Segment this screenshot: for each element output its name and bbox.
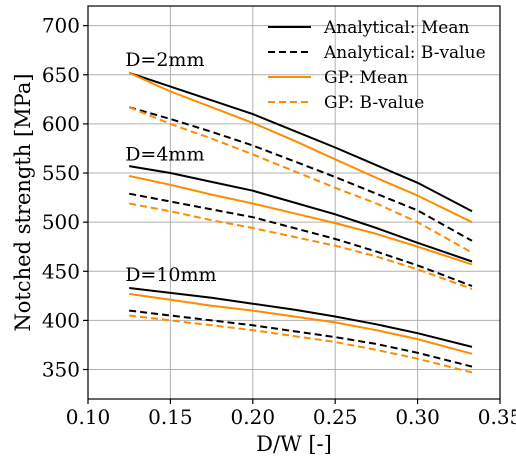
y-tick-label: 700 [42, 14, 80, 38]
legend-label: Analytical: B-value [323, 43, 486, 63]
series-line-d2mm-gp-b-value [128, 106, 473, 254]
y-tick-label: 600 [42, 112, 80, 136]
x-axis-ticks: 0.10 0.15 0.20 0.25 0.30 0.35 [66, 399, 516, 429]
y-tick-label: 450 [42, 259, 80, 283]
x-tick-label: 0.25 [313, 405, 358, 429]
series-line-d2mm-analytical-mean [128, 71, 473, 213]
x-tick-label: 0.10 [66, 405, 111, 429]
y-tick-label: 350 [42, 358, 80, 382]
plot-frame [87, 5, 501, 400]
legend-label: GP: Mean [324, 68, 408, 88]
group-annotation: D=10mm [125, 264, 216, 286]
group-annotation: D=2mm [125, 49, 204, 71]
y-tick-label: 550 [42, 161, 80, 185]
series-line-d2mm-gp-mean [128, 71, 473, 224]
y-tick-label: 650 [42, 63, 80, 87]
y-tick-label: 500 [42, 210, 80, 234]
legend: Analytical: Mean Analytical: B-value GP: M… [268, 18, 486, 113]
series-line-d10mm-gp-b-value [129, 314, 473, 374]
y-tick-label: 400 [42, 308, 80, 332]
series-line-d4mm-gp-b-value [129, 202, 473, 290]
x-tick-label: 0.30 [395, 405, 440, 429]
series-line-d10mm-analytical-mean [129, 287, 473, 348]
series-line-d4mm-gp-mean [128, 175, 473, 266]
y-axis-label: Notched strength [MPa] [11, 73, 35, 331]
series-line-d10mm-analytical-b-value [129, 309, 473, 368]
y-axis-ticks: 350 400 450 500 550 600 650 700 [42, 14, 88, 382]
legend-label: GP: B-value [324, 93, 424, 113]
x-tick-label: 0.15 [148, 405, 193, 429]
series-line-d4mm-analytical-b-value [129, 192, 473, 287]
group-annotation: D=4mm [125, 143, 204, 165]
series-lines [128, 71, 473, 374]
group-annotations: D=2mm D=4mm D=10mm [125, 49, 216, 286]
series-line-d10mm-gp-mean [129, 292, 473, 355]
series-line-d2mm-analytical-b-value [128, 106, 473, 242]
x-tick-label: 0.20 [231, 405, 276, 429]
legend-label: Analytical: Mean [323, 18, 469, 38]
x-tick-label: 0.35 [478, 405, 516, 429]
series-line-d4mm-analytical-mean [129, 165, 473, 263]
x-axis-label: D/W [-] [256, 432, 332, 456]
